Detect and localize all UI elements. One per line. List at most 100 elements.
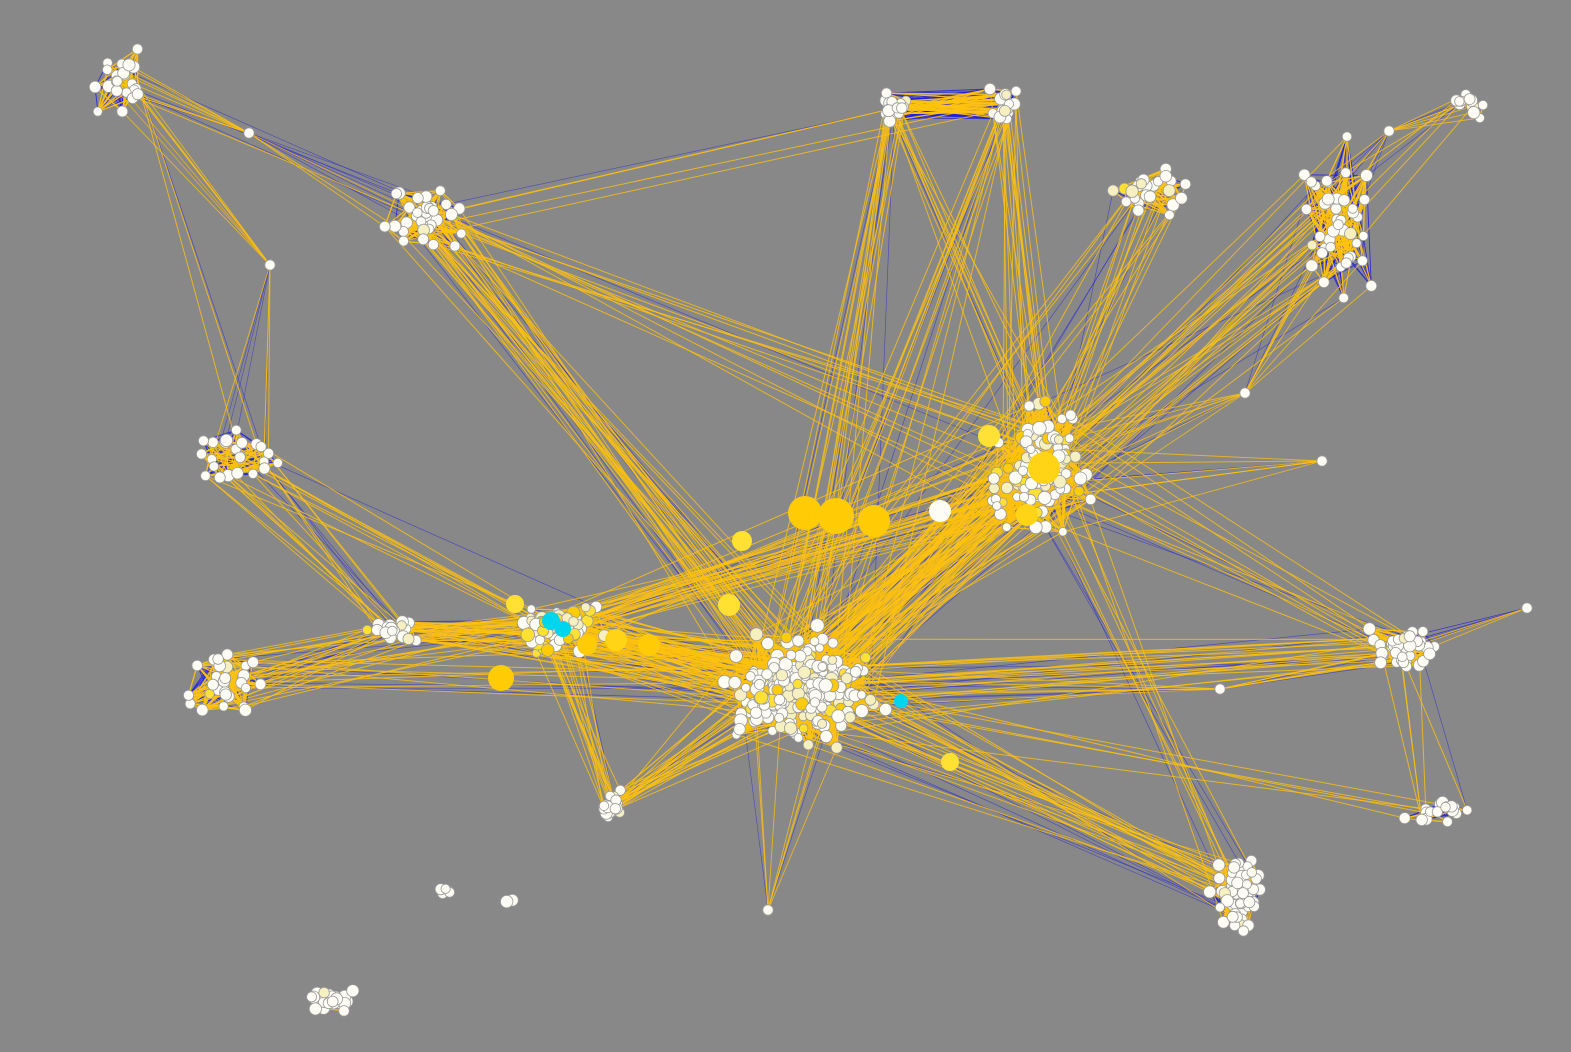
graph-node[interactable] [204, 688, 215, 700]
graph-node[interactable] [1362, 622, 1377, 636]
graph-bridge-node[interactable] [1521, 602, 1533, 614]
graph-node[interactable] [749, 706, 763, 719]
graph-node[interactable] [417, 233, 430, 246]
graph-node[interactable] [792, 634, 805, 647]
graph-node[interactable] [131, 88, 144, 101]
graph-node[interactable] [116, 105, 129, 118]
graph-node[interactable] [819, 730, 833, 744]
graph-node[interactable] [983, 82, 997, 96]
graph-node[interactable] [849, 665, 862, 678]
graph-node[interactable] [362, 624, 373, 636]
graph-node[interactable] [754, 678, 766, 690]
graph-node[interactable] [1344, 227, 1357, 241]
graph-node[interactable] [206, 678, 219, 691]
graph-node[interactable] [262, 447, 275, 459]
graph-node[interactable] [774, 712, 785, 723]
graph-node[interactable] [1002, 522, 1012, 532]
graph-node[interactable] [1214, 902, 1225, 913]
graph-node[interactable] [896, 102, 908, 114]
graph-node[interactable] [598, 800, 610, 811]
graph-node[interactable] [864, 694, 877, 706]
graph-node[interactable] [860, 652, 872, 664]
graph-node[interactable] [1237, 925, 1250, 937]
graph-node[interactable] [1341, 131, 1353, 142]
graph-node[interactable] [1220, 894, 1234, 908]
graph-node[interactable] [1351, 238, 1362, 249]
graph-node[interactable] [817, 661, 828, 672]
graph-node[interactable] [1135, 178, 1147, 190]
graph-node[interactable] [999, 105, 1011, 117]
graph-node[interactable] [1164, 209, 1175, 221]
graph-hub-node[interactable] [788, 496, 822, 530]
graph-node[interactable] [1330, 202, 1342, 215]
graph-node[interactable] [775, 669, 789, 682]
graph-node[interactable] [992, 501, 1002, 511]
graph-highlight-node[interactable] [542, 612, 560, 630]
graph-hub-node[interactable] [718, 594, 740, 616]
graph-node[interactable] [346, 984, 360, 998]
graph-node[interactable] [1073, 471, 1088, 486]
graph-node[interactable] [196, 703, 209, 717]
graph-node[interactable] [1084, 493, 1097, 506]
graph-highlight-node[interactable] [555, 621, 571, 637]
graph-node[interactable] [131, 43, 144, 55]
graph-node[interactable] [809, 697, 821, 708]
graph-node[interactable] [398, 235, 410, 247]
graph-node[interactable] [1423, 647, 1436, 661]
graph-node[interactable] [1175, 191, 1188, 205]
graph-node[interactable] [1058, 527, 1068, 537]
graph-node[interactable] [254, 678, 267, 691]
graph-node[interactable] [191, 659, 203, 672]
graph-bridge-node[interactable] [1383, 125, 1395, 137]
graph-node[interactable] [1298, 168, 1311, 181]
graph-node[interactable] [1397, 651, 1408, 663]
graph-node[interactable] [1347, 203, 1358, 214]
graph-node[interactable] [1227, 861, 1241, 874]
graph-node[interactable] [1321, 192, 1335, 206]
graph-node[interactable] [1017, 465, 1029, 476]
graph-node[interactable] [1477, 100, 1489, 111]
graph-node[interactable] [110, 84, 123, 97]
graph-node[interactable] [1321, 175, 1333, 187]
graph-node[interactable] [1305, 259, 1319, 273]
graph-node[interactable] [1143, 190, 1157, 203]
graph-node[interactable] [749, 627, 764, 641]
graph-node[interactable] [326, 995, 339, 1008]
graph-node[interactable] [402, 633, 415, 646]
graph-node[interactable] [221, 648, 234, 661]
graph-node[interactable] [1442, 816, 1453, 828]
graph-node[interactable] [1019, 435, 1033, 449]
graph-node[interactable] [541, 643, 555, 657]
graph-node[interactable] [1398, 812, 1411, 825]
graph-node[interactable] [780, 631, 793, 644]
graph-node[interactable] [197, 435, 209, 447]
graph-node[interactable] [1120, 196, 1132, 208]
graph-node[interactable] [1467, 106, 1481, 120]
graph-node[interactable] [1338, 194, 1351, 207]
graph-node[interactable] [844, 711, 856, 723]
graph-node[interactable] [793, 733, 804, 743]
graph-node[interactable] [1403, 630, 1416, 643]
graph-node[interactable] [412, 207, 423, 218]
graph-node[interactable] [318, 986, 330, 999]
graph-node[interactable] [1237, 887, 1249, 899]
graph-node[interactable] [1463, 93, 1476, 105]
graph-node[interactable] [427, 205, 440, 217]
graph-node[interactable] [247, 656, 260, 669]
graph-node[interactable] [815, 643, 825, 653]
graph-node[interactable] [768, 662, 780, 674]
graph-node[interactable] [987, 472, 1000, 485]
graph-node[interactable] [798, 723, 809, 734]
graph-node[interactable] [802, 739, 814, 751]
graph-node[interactable] [1374, 656, 1387, 669]
graph-node[interactable] [879, 703, 893, 717]
graph-node[interactable] [840, 672, 853, 685]
graph-node[interactable] [1002, 462, 1014, 474]
graph-node[interactable] [818, 678, 833, 693]
graph-node[interactable] [208, 461, 219, 472]
graph-hub-node[interactable] [488, 665, 514, 691]
graph-node[interactable] [817, 718, 828, 729]
graph-node[interactable] [1132, 204, 1145, 217]
graph-bridge-node[interactable] [1316, 455, 1328, 467]
